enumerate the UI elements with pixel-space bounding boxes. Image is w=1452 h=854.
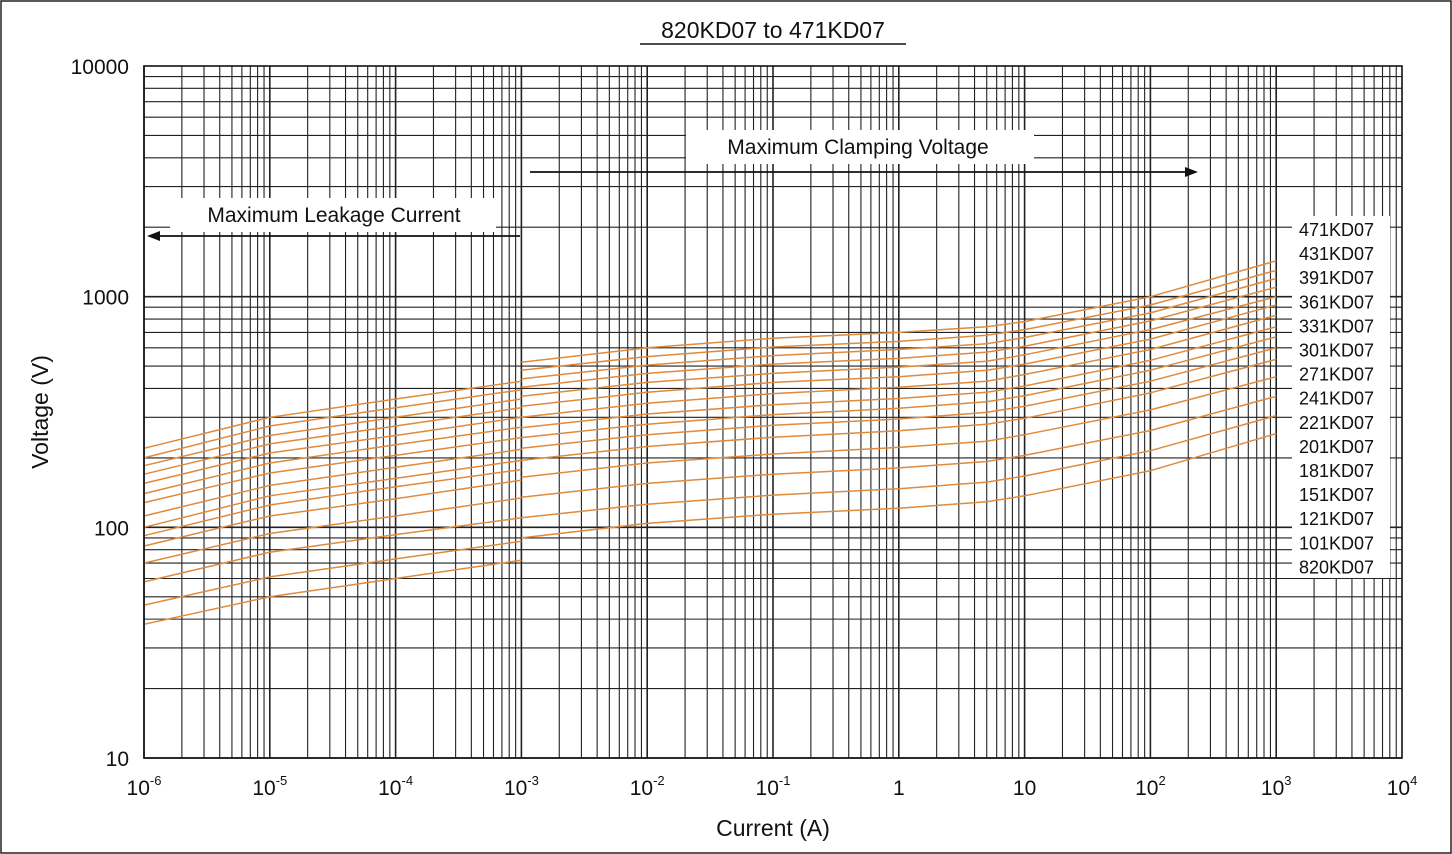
series-331KD07-clamping-line <box>521 295 1277 398</box>
series-241KD07-leakage-line <box>143 448 522 517</box>
series-labels-background <box>1292 216 1390 578</box>
clamping-label-bg <box>686 130 1034 164</box>
plot-frame <box>143 65 1403 759</box>
series-471KD07-leakage-line <box>143 380 522 450</box>
series-201KD07-clamping-line <box>521 347 1277 450</box>
series-271KD07-clamping-line <box>521 314 1277 419</box>
series-label-101KD07: 101KD07 <box>1299 533 1374 553</box>
series-label-331KD07: 331KD07 <box>1299 316 1374 336</box>
y-tick-label: 10000 <box>71 56 129 79</box>
series-101KD07-clamping-line <box>521 414 1277 519</box>
series-221KD07-leakage-line <box>143 459 522 529</box>
x-tick-label: 10 <box>1013 777 1036 800</box>
y-axis-label: Voltage (V) <box>27 355 53 469</box>
series-201KD07-leakage-line <box>143 468 522 537</box>
series-labels: 471KD07 431KD07 391KD07 361KD07 331KD07 301KD… <box>1292 216 1390 578</box>
leakage-arrow-head <box>147 231 160 241</box>
series-label-181KD07: 181KD07 <box>1299 461 1374 481</box>
series-group <box>143 260 1277 626</box>
series-101KD07-leakage-line <box>143 540 522 606</box>
x-axis-label: Current (A) <box>716 815 830 841</box>
series-471KD07-clamping-line <box>521 260 1277 363</box>
series-181KD07-leakage-line <box>143 479 522 547</box>
leakage-annotation: Maximum Leakage Current <box>207 204 460 227</box>
chart-title: 820KD07 to 471KD07 <box>661 17 885 43</box>
series-label-391KD07: 391KD07 <box>1299 268 1374 288</box>
series-label-271KD07: 271KD07 <box>1299 365 1374 385</box>
y-tick-label: 1000 <box>82 287 129 310</box>
clamping-annotation: Maximum Clamping Voltage <box>727 136 988 159</box>
series-271KD07-leakage-line <box>143 436 522 504</box>
series-label-121KD07: 121KD07 <box>1299 509 1374 529</box>
series-label-431KD07: 431KD07 <box>1299 244 1374 264</box>
series-label-471KD07: 471KD07 <box>1299 220 1374 240</box>
series-301KD07-clamping-line <box>521 304 1277 407</box>
series-391KD07-leakage-line <box>143 398 522 467</box>
series-label-201KD07: 201KD07 <box>1299 437 1374 457</box>
series-431KD07-leakage-line <box>143 388 522 459</box>
series-121KD07-leakage-line <box>143 517 522 583</box>
x-tick-label: 10-2 <box>630 773 665 800</box>
series-241KD07-clamping-line <box>521 326 1277 429</box>
series-151KD07-clamping-line <box>521 375 1277 478</box>
y-tick-label: 10 <box>106 748 129 771</box>
series-label-301KD07: 301KD07 <box>1299 341 1374 361</box>
series-391KD07-clamping-line <box>521 277 1277 380</box>
tick-labels: 10-6 10-5 10-4 10-3 10-2 10-1 1 10 102 103 104 10 10… <box>71 56 1418 800</box>
x-tick-label: 10-1 <box>756 773 791 800</box>
y-tick-label: 100 <box>94 517 129 540</box>
series-301KD07-leakage-line <box>143 426 522 495</box>
series-331KD07-leakage-line <box>143 416 522 485</box>
x-tick-label: 1 <box>893 777 905 800</box>
series-431KD07-clamping-line <box>521 269 1277 371</box>
series-181KD07-clamping-line <box>521 358 1277 462</box>
series-361KD07-leakage-line <box>143 406 522 475</box>
series-label-361KD07: 361KD07 <box>1299 292 1374 312</box>
x-tick-label: 10-3 <box>504 773 539 800</box>
series-221KD07-clamping-line <box>521 336 1277 439</box>
x-tick-label: 103 <box>1261 773 1292 800</box>
x-tick-label: 10-4 <box>378 773 413 800</box>
series-361KD07-clamping-line <box>521 286 1277 388</box>
series-820KD07-leakage-line <box>143 559 522 626</box>
series-121KD07-clamping-line <box>521 395 1277 499</box>
x-tick-label: 10-6 <box>127 773 162 800</box>
series-label-820KD07: 820KD07 <box>1299 557 1374 577</box>
series-820KD07-clamping-line <box>521 432 1277 539</box>
clamping-arrow-head <box>1185 167 1198 177</box>
series-label-151KD07: 151KD07 <box>1299 485 1374 505</box>
series-label-221KD07: 221KD07 <box>1299 413 1374 433</box>
x-tick-label: 102 <box>1135 773 1166 800</box>
leakage-label-bg <box>170 198 496 232</box>
x-tick-label: 10-5 <box>252 773 287 800</box>
series-label-241KD07: 241KD07 <box>1299 389 1374 409</box>
series-151KD07-leakage-line <box>143 497 522 564</box>
x-tick-label: 104 <box>1387 773 1418 800</box>
